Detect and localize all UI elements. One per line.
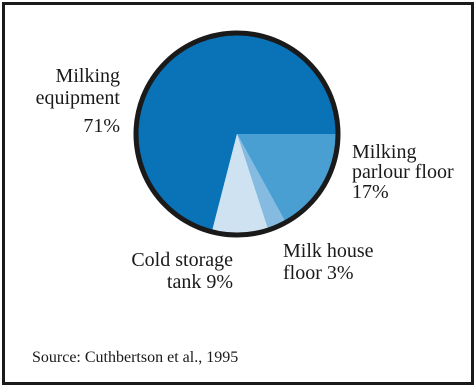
slice-label-1: Milking parlour floor 17% xyxy=(352,141,454,203)
slice-label-3-line-1: tank 9% xyxy=(167,271,233,293)
slice-label-2-line-0: Milk house xyxy=(283,240,374,262)
pie-slice-2 xyxy=(237,134,286,231)
slice-label-0-line-0: Milking xyxy=(56,65,120,87)
slice-label-1-line-2: 17% xyxy=(352,181,389,203)
source-note: Source: Cuthbertson et al., 1995 xyxy=(32,349,238,366)
slice-label-1-line-0: Milking xyxy=(352,141,416,163)
slice-label-1-line-1: parlour floor xyxy=(352,161,454,183)
slice-label-0-line-2: 71% xyxy=(83,115,120,137)
pie-outline xyxy=(133,30,341,238)
slice-label-0: Milking equipment 71% xyxy=(36,65,121,137)
slice-label-0-line-1: equipment xyxy=(36,87,121,109)
slice-label-3: Cold storage tank 9% xyxy=(131,249,233,293)
pie-slice-3 xyxy=(211,134,269,235)
pie-slice-0 xyxy=(135,32,338,232)
slice-label-3-line-0: Cold storage xyxy=(131,249,233,271)
slice-label-2-line-1: floor 3% xyxy=(283,262,354,284)
slice-label-2: Milk house floor 3% xyxy=(283,240,374,284)
